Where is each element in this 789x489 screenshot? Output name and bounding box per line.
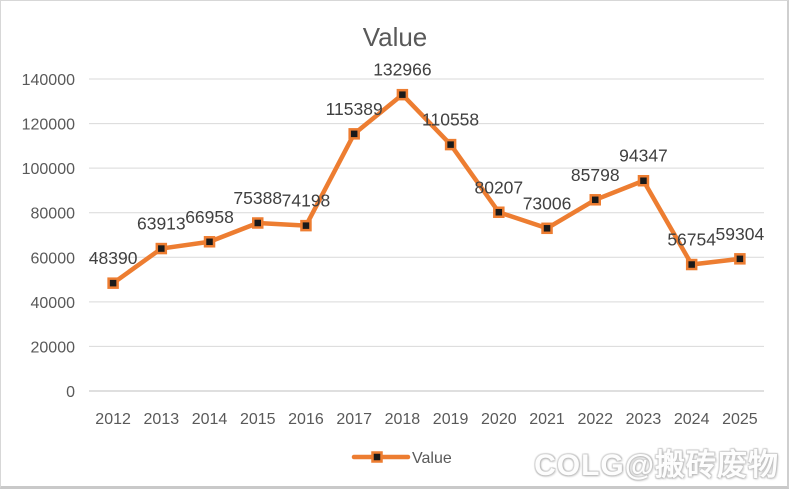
y-axis-tick-label: 0 bbox=[66, 384, 75, 401]
data-series bbox=[107, 88, 746, 289]
data-point-marker-2023 bbox=[637, 174, 650, 187]
data-point-marker-2014 bbox=[203, 236, 216, 248]
data-label-2018: 132966 bbox=[373, 60, 431, 80]
legend-series-label: Value bbox=[412, 450, 452, 467]
x-axis-tick-label: 2016 bbox=[288, 411, 324, 428]
legend-marker-sample bbox=[371, 451, 383, 463]
x-axis-tick-label: 2018 bbox=[385, 411, 421, 428]
y-axis-tick-label: 120000 bbox=[22, 117, 75, 134]
data-point-marker-2024 bbox=[685, 258, 698, 271]
chart-title: Value bbox=[363, 22, 428, 52]
x-axis-tick-label: 2019 bbox=[433, 411, 469, 428]
data-point-marker-2022 bbox=[589, 194, 601, 206]
data-label-2013: 63913 bbox=[137, 214, 186, 234]
data-label-2015: 75388 bbox=[233, 188, 282, 208]
y-axis-tick-label: 60000 bbox=[31, 250, 76, 267]
x-axis-tick-label: 2013 bbox=[144, 411, 180, 428]
data-point-marker-2013 bbox=[155, 242, 168, 255]
data-point-marker-2017 bbox=[348, 128, 360, 140]
x-axis-tick-label: 2025 bbox=[722, 411, 758, 428]
x-axis-tick-label: 2017 bbox=[336, 411, 372, 428]
data-label-2025: 59304 bbox=[716, 224, 765, 244]
x-axis-tick-labels: 2012 2013 2014 2015 2016 2017 2018 2019 2020 2021… bbox=[95, 411, 757, 428]
data-point-marker-2020 bbox=[493, 206, 505, 219]
data-label-2014: 66958 bbox=[185, 207, 234, 227]
y-axis-tick-label: 40000 bbox=[31, 295, 76, 312]
data-label-2022: 85798 bbox=[571, 165, 620, 185]
data-point-marker-2019 bbox=[444, 138, 457, 151]
data-label-2023: 94347 bbox=[619, 146, 668, 166]
gridlines bbox=[89, 78, 764, 392]
x-axis-tick-label: 2012 bbox=[95, 411, 131, 428]
x-axis-tick-label: 2024 bbox=[674, 411, 710, 428]
y-axis-tick-label: 20000 bbox=[31, 339, 76, 356]
data-label-2020: 80207 bbox=[474, 177, 523, 197]
data-label-2017: 115389 bbox=[326, 99, 383, 119]
legend: Value bbox=[351, 450, 452, 467]
x-axis-tick-label: 2014 bbox=[192, 411, 228, 428]
y-axis-tick-label: 80000 bbox=[31, 206, 76, 223]
data-label-2019: 110558 bbox=[422, 110, 479, 130]
x-axis-tick-label: 2020 bbox=[481, 411, 517, 428]
data-point-marker-2018 bbox=[396, 88, 409, 101]
x-axis-tick-label: 2015 bbox=[240, 411, 276, 428]
data-label-2016: 74198 bbox=[282, 191, 331, 211]
x-axis-tick-label: 2021 bbox=[529, 411, 565, 428]
y-axis-tick-label: 140000 bbox=[22, 72, 75, 89]
y-axis-tick-label: 100000 bbox=[22, 161, 75, 178]
data-point-marker-2015 bbox=[252, 217, 264, 229]
y-axis-tick-labels: 0 20000 40000 60000 80000 100000 120000 140000 bbox=[22, 72, 75, 401]
data-point-marker-2021 bbox=[541, 222, 553, 235]
data-point-marker-2012 bbox=[107, 277, 119, 289]
x-axis-tick-label: 2022 bbox=[577, 411, 613, 428]
data-label-2012: 48390 bbox=[89, 248, 138, 268]
data-point-marker-2025 bbox=[734, 253, 746, 265]
data-label-2021: 73006 bbox=[523, 193, 572, 213]
x-axis-tick-label: 2023 bbox=[626, 411, 662, 428]
series-line bbox=[110, 92, 743, 286]
data-label-2024: 56754 bbox=[667, 230, 716, 250]
data-point-marker-2016 bbox=[300, 219, 312, 232]
